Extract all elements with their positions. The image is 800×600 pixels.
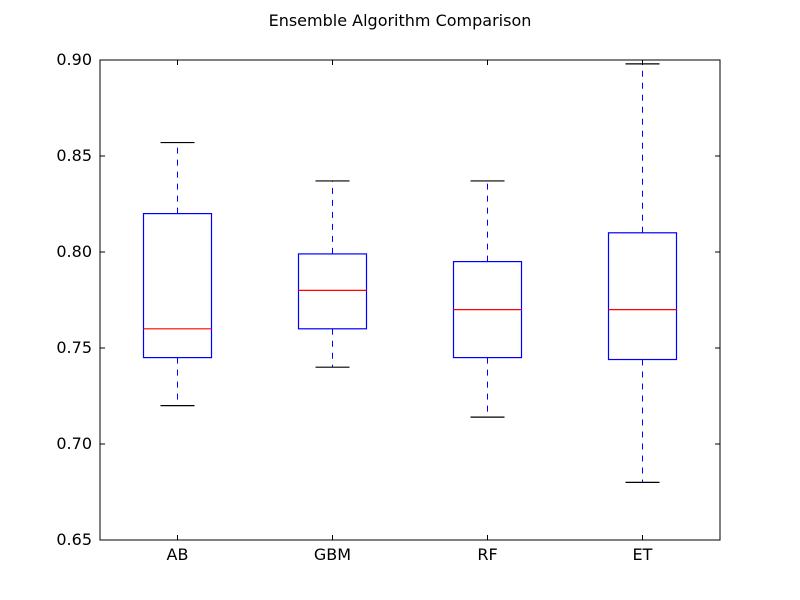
y-tick-label: 0.75 <box>56 338 92 357</box>
box-iqr <box>142 213 213 359</box>
y-tick-label: 0.70 <box>56 434 92 453</box>
y-tick-label: 0.65 <box>56 530 92 549</box>
x-axis: AB GBM RF ET <box>167 60 653 564</box>
box-gbm <box>297 180 368 368</box>
y-axis: 0.65 0.70 0.75 0.80 0.85 0.90 <box>56 50 720 549</box>
plot-frame <box>99 59 721 541</box>
x-tick-label: AB <box>167 545 189 564</box>
y-tick-label: 0.90 <box>56 50 92 69</box>
box-iqr <box>297 253 368 330</box>
box-ab <box>142 141 213 407</box>
y-tick-label: 0.80 <box>56 242 92 261</box>
box-rf <box>452 180 523 418</box>
plot-area <box>142 63 678 483</box>
x-tick-label: RF <box>477 545 497 564</box>
y-tick-label: 0.85 <box>56 146 92 165</box>
box-et <box>607 63 678 483</box>
box-iqr <box>607 232 678 361</box>
x-tick-label: ET <box>633 545 653 564</box>
x-tick-label: GBM <box>314 545 351 564</box>
chart-title: Ensemble Algorithm Comparison <box>269 11 532 30</box>
